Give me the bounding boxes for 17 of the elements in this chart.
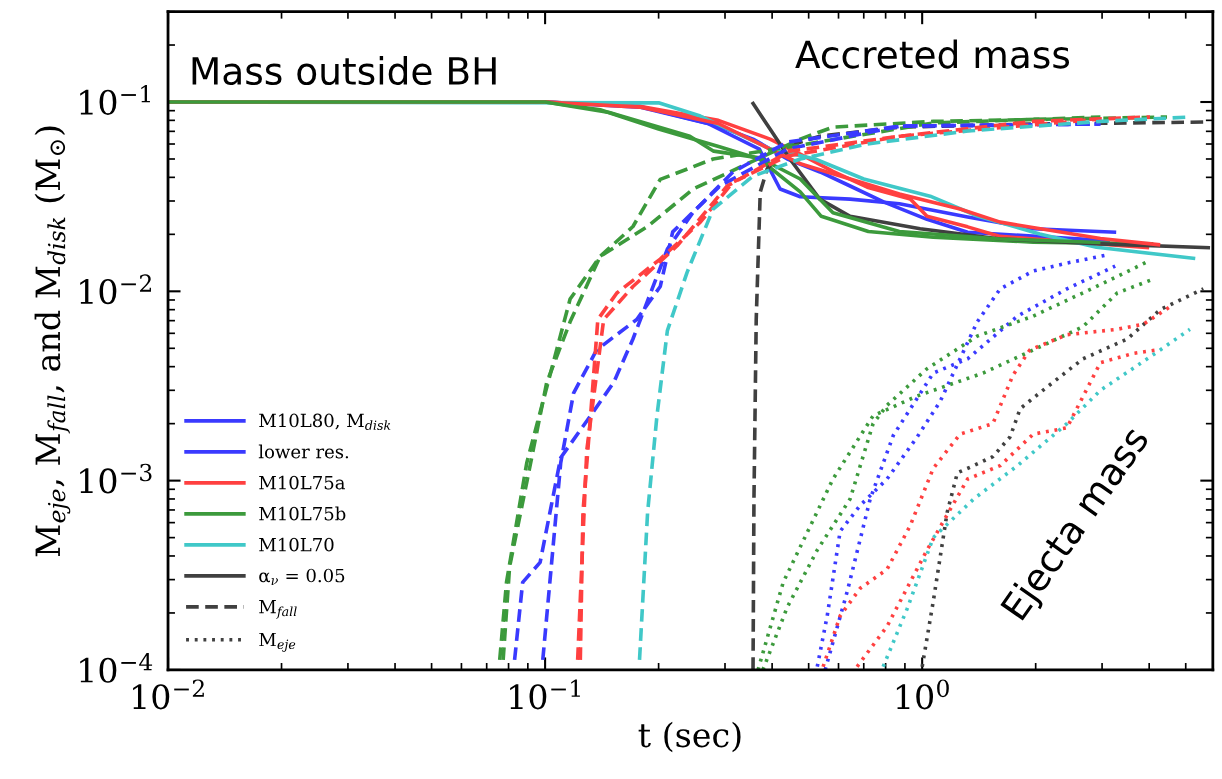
- y-tick-label: 10$^{−1}$: [80, 85, 150, 115]
- legend-label: M10L80, M$_{disk}$: [259, 413, 391, 430]
- y-tick-label: 10$^{−2}$: [80, 274, 151, 305]
- legend-label: lower res.: [258, 444, 349, 459]
- x-axis-title: t (sec): [638, 721, 741, 753]
- x-tick-label: 10$^{0}$: [896, 679, 949, 710]
- legend-label: M10L70: [259, 537, 334, 552]
- annotation: Mass outside BH: [192, 56, 496, 86]
- legend-label: M$_{fall}$: [259, 600, 297, 619]
- legend-label: M10L75a: [259, 475, 345, 490]
- x-tick-label: 10$^{−1}$: [510, 679, 580, 710]
- annotation: Accreted mass: [795, 39, 1070, 69]
- legend-label: M10L75b: [259, 506, 346, 521]
- text: M$_{eje}$, M$_{fall}$, and M$_{disk}$ (M$_{⊙}$): [34, 126, 71, 557]
- legend-label: α$_{ν}$ = 0.05: [259, 568, 345, 585]
- y-tick-label: 10$^{−3}$: [80, 463, 152, 494]
- legend-label: M$_{eje}$: [259, 632, 296, 652]
